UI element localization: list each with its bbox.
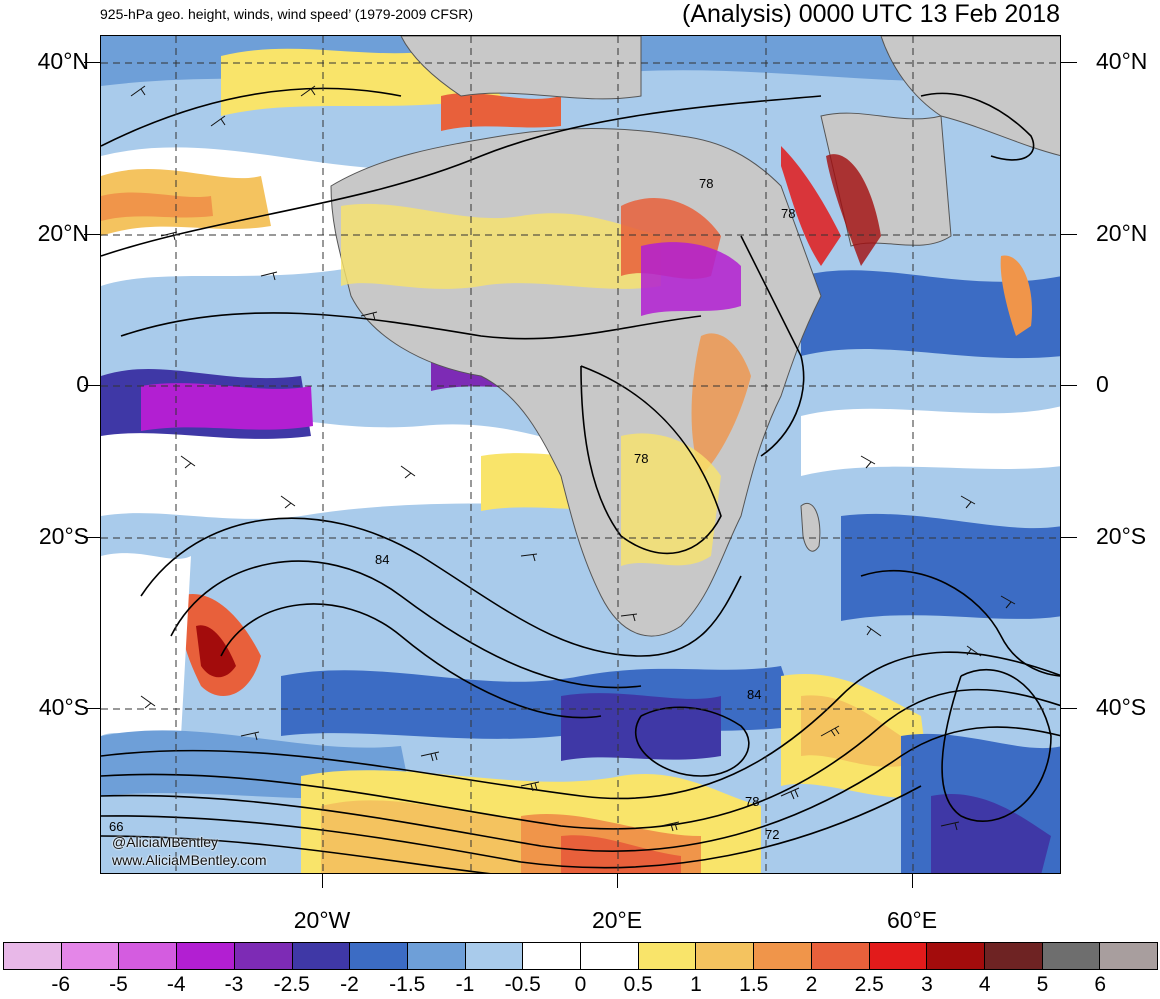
chart-title-left: 925-hPa geo. height, winds, wind speed’ … — [100, 6, 474, 22]
colorbar-label: -2 — [340, 973, 359, 996]
tick-right — [1061, 234, 1077, 235]
colorbar-label: -2.5 — [273, 973, 310, 996]
lat-label-20s-left: 20°S — [38, 523, 89, 549]
lat-label-40n-right: 40°N — [1096, 48, 1148, 74]
colorbar-swatch — [696, 943, 755, 969]
colorbar-label: 0.5 — [623, 973, 653, 996]
colorbar-swatch — [61, 943, 120, 969]
colorbar-label: 3 — [921, 973, 933, 996]
colorbar-swatch — [119, 943, 178, 969]
colorbar-label: -4 — [166, 973, 186, 996]
colorbar-label: -3 — [224, 973, 244, 996]
colorbar-swatch — [523, 943, 582, 969]
contour-label: 78 — [745, 794, 759, 809]
lat-label-eq-left: 0 — [76, 371, 89, 397]
wind-barbs — [130, 85, 1016, 832]
tick-left — [84, 708, 100, 709]
contour-layer — [101, 87, 1060, 873]
colorbar-label: -5 — [109, 973, 128, 996]
lat-label-40n-left: 40°N — [37, 48, 89, 74]
contour-label: 78 — [634, 451, 648, 466]
tick-left — [84, 62, 100, 63]
land-layer — [330, 36, 1060, 637]
contour-label: 78 — [699, 176, 713, 191]
lon-label-20e: 20°E — [591, 907, 643, 933]
colorbar-label: -1 — [455, 973, 475, 996]
colorbar-swatch — [350, 943, 408, 969]
credit-handle: @AliciaMBentley — [112, 834, 219, 850]
colorbar-swatch — [581, 943, 639, 969]
colorbar-label: 6 — [1094, 973, 1107, 996]
colorbar-label: 1 — [690, 973, 702, 996]
contour-label: 84 — [375, 552, 389, 567]
tick-left — [84, 385, 100, 386]
colorbar-swatch — [1042, 943, 1101, 969]
credit-site: www.AliciaMBentley.com — [112, 852, 267, 868]
lat-label-20n-right: 20°N — [1096, 220, 1148, 246]
colorbar-swatch — [292, 943, 351, 969]
colorbar-label: 2.5 — [854, 973, 884, 996]
chart-title-right: (Analysis) 0000 UTC 13 Feb 2018 — [682, 0, 1060, 28]
colorbar-label: 4 — [978, 973, 991, 996]
colorbar-swatch — [984, 943, 1043, 969]
contour-label: 78 — [781, 206, 795, 221]
colorbar-label: -0.5 — [504, 973, 541, 996]
colorbar-swatch — [465, 943, 524, 969]
tick-right — [1061, 708, 1077, 709]
contour-label: 84 — [747, 687, 761, 702]
tick-left — [84, 537, 100, 538]
contour-label: 72 — [765, 827, 779, 842]
lat-label-20s-right: 20°S — [1096, 523, 1147, 549]
colorbar-label: -6 — [51, 973, 71, 996]
tick-right — [1061, 537, 1077, 538]
tick-bottom — [912, 874, 913, 888]
colorbar-swatch — [4, 943, 62, 969]
graticule — [101, 36, 1060, 873]
lat-label-20n-left: 20°N — [37, 220, 89, 246]
colorbar-label: -1.5 — [389, 973, 426, 996]
map-panel: 78 78 78 84 84 78 72 66 — [100, 35, 1061, 874]
colorbar — [3, 942, 1158, 970]
map-svg: 78 78 78 84 84 78 72 66 — [101, 36, 1060, 873]
colorbar-label: 5 — [1036, 973, 1049, 996]
colorbar-label: 0 — [574, 973, 587, 996]
tick-bottom — [617, 874, 618, 888]
contour-labels: 78 78 78 84 84 78 72 66 — [109, 176, 795, 842]
colorbar-swatch — [754, 943, 812, 969]
colorbar-swatch — [811, 943, 870, 969]
colorbar-label: 1.5 — [739, 973, 769, 996]
colorbar-swatch — [177, 943, 235, 969]
tick-bottom — [322, 874, 323, 888]
tick-left — [84, 234, 100, 235]
colorbar-swatch — [234, 943, 293, 969]
lon-label-60e: 60°E — [886, 907, 938, 933]
colorbar-swatch — [638, 943, 697, 969]
colorbar-swatch — [1100, 943, 1158, 969]
colorbar-label: 2 — [805, 973, 818, 996]
lat-label-eq-right: 0 — [1096, 371, 1109, 397]
lat-label-40s-right: 40°S — [1096, 694, 1147, 720]
lat-label-40s-left: 40°S — [38, 694, 89, 720]
colorbar-swatch — [407, 943, 466, 969]
lon-label-20w: 20°W — [293, 907, 351, 933]
contour-label: 66 — [109, 819, 123, 834]
tick-right — [1061, 385, 1077, 386]
colorbar-swatch — [869, 943, 928, 969]
tick-right — [1061, 62, 1077, 63]
colorbar-swatch — [927, 943, 985, 969]
